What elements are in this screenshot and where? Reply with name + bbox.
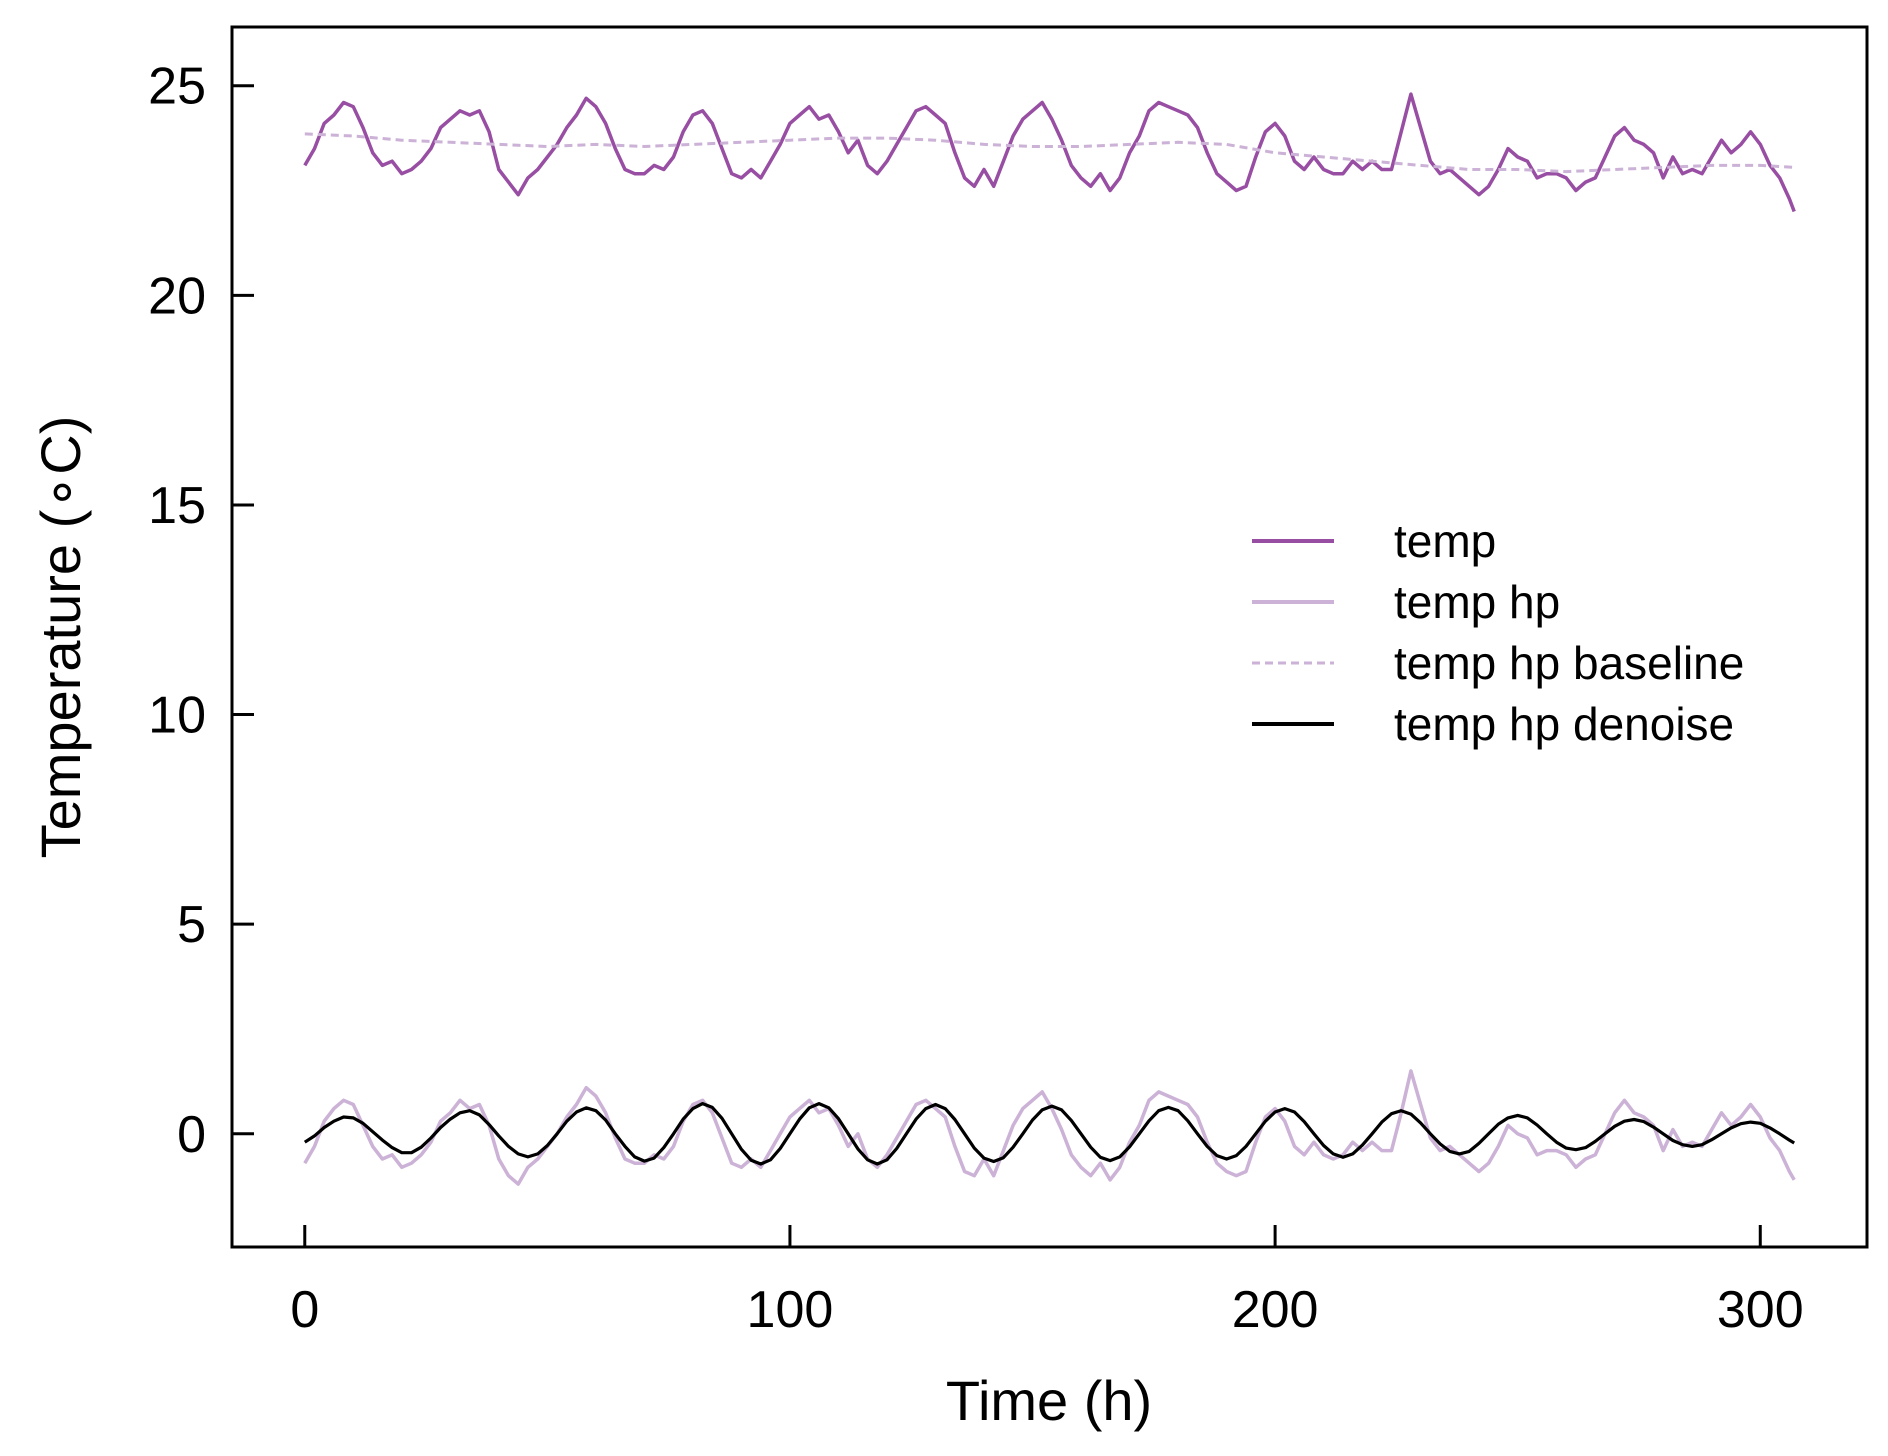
x-tick-label: 300: [1717, 1281, 1804, 1339]
y-axis-title: Temperature (∘C): [29, 416, 92, 859]
series-line-temp: [303, 92, 1796, 213]
y-tick-label: 25: [148, 58, 206, 116]
legend-label-temp-hp-baseline: temp hp baseline: [1394, 637, 1744, 689]
legend-label-temp-hp-denoise: temp hp denoise: [1394, 698, 1734, 750]
legend-label-temp-hp: temp hp: [1394, 576, 1560, 628]
legend-label-temp: temp: [1394, 515, 1496, 567]
series-layer: [303, 92, 1796, 1186]
y-tick-label: 0: [177, 1106, 206, 1164]
x-tick-label: 200: [1232, 1281, 1319, 1339]
plot-frame: [230, 25, 1869, 1249]
series-line-temp-hp: [303, 1069, 1796, 1186]
series-line-temp-hp-baseline: [304, 132, 1795, 174]
y-tick-label: 15: [148, 477, 206, 535]
legend: temp temp hp temp hp baseline temp hp denoi…: [1252, 515, 1744, 750]
x-tick-label: 100: [747, 1281, 834, 1339]
y-tick-label: 5: [177, 896, 206, 954]
ticks-layer: 0 100 200 300 0 5 10 15 20 25: [148, 58, 1803, 1339]
y-tick-label: 10: [148, 687, 206, 745]
x-tick-label: 0: [290, 1281, 319, 1339]
x-axis-title: Time (h): [946, 1369, 1152, 1432]
y-tick-label: 20: [148, 267, 206, 325]
series-line-temp-hp-denoise: [303, 1102, 1796, 1166]
